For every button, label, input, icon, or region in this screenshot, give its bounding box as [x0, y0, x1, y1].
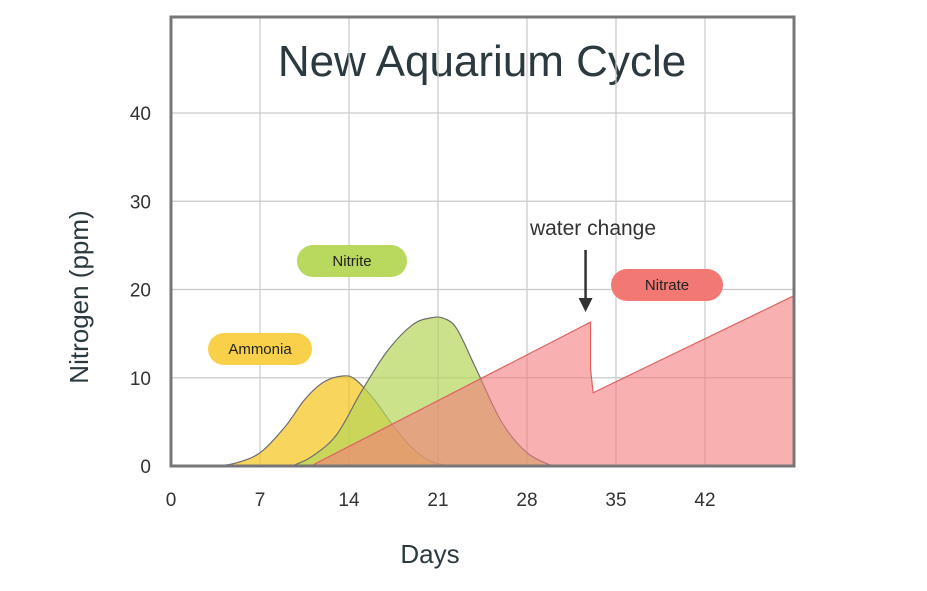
label-pill-nitrate [611, 269, 723, 301]
axis-ticks: 0 7 14 21 28 35 42 0 10 20 30 40 [130, 104, 716, 511]
grid [171, 17, 794, 466]
plot-frame [169, 15, 796, 468]
y-axis-title: Nitrogen (ppm) [64, 210, 94, 383]
label-pill-ammonia [208, 333, 312, 365]
annotations: water change [529, 217, 656, 312]
series-labels: Ammonia Nitrite Nitrate [208, 245, 723, 365]
y-tick-label: 20 [130, 281, 151, 302]
x-tick-label: 14 [338, 490, 360, 511]
y-tick-label: 10 [130, 369, 151, 390]
y-tick-label: 0 [140, 457, 151, 478]
x-tick-label: 35 [605, 490, 626, 511]
water-change-label: water change [529, 217, 656, 240]
plot-border [169, 15, 796, 468]
x-tick-label: 7 [255, 490, 266, 511]
label-text-nitrate: Nitrate [645, 277, 689, 294]
label-text-ammonia: Ammonia [228, 341, 292, 358]
y-tick-label: 30 [130, 192, 151, 213]
x-axis-title: Days [400, 539, 459, 569]
water-change-arrowhead [578, 298, 593, 312]
x-tick-label: 28 [516, 490, 537, 511]
y-tick-label: 40 [130, 104, 151, 125]
series-areas [215, 294, 795, 467]
label-text-nitrite: Nitrite [332, 253, 371, 270]
x-tick-label: 42 [694, 490, 715, 511]
x-tick-label: 0 [166, 490, 177, 511]
chart-title: New Aquarium Cycle [278, 37, 686, 86]
label-pill-nitrite [297, 245, 407, 277]
x-tick-label: 21 [427, 490, 448, 511]
